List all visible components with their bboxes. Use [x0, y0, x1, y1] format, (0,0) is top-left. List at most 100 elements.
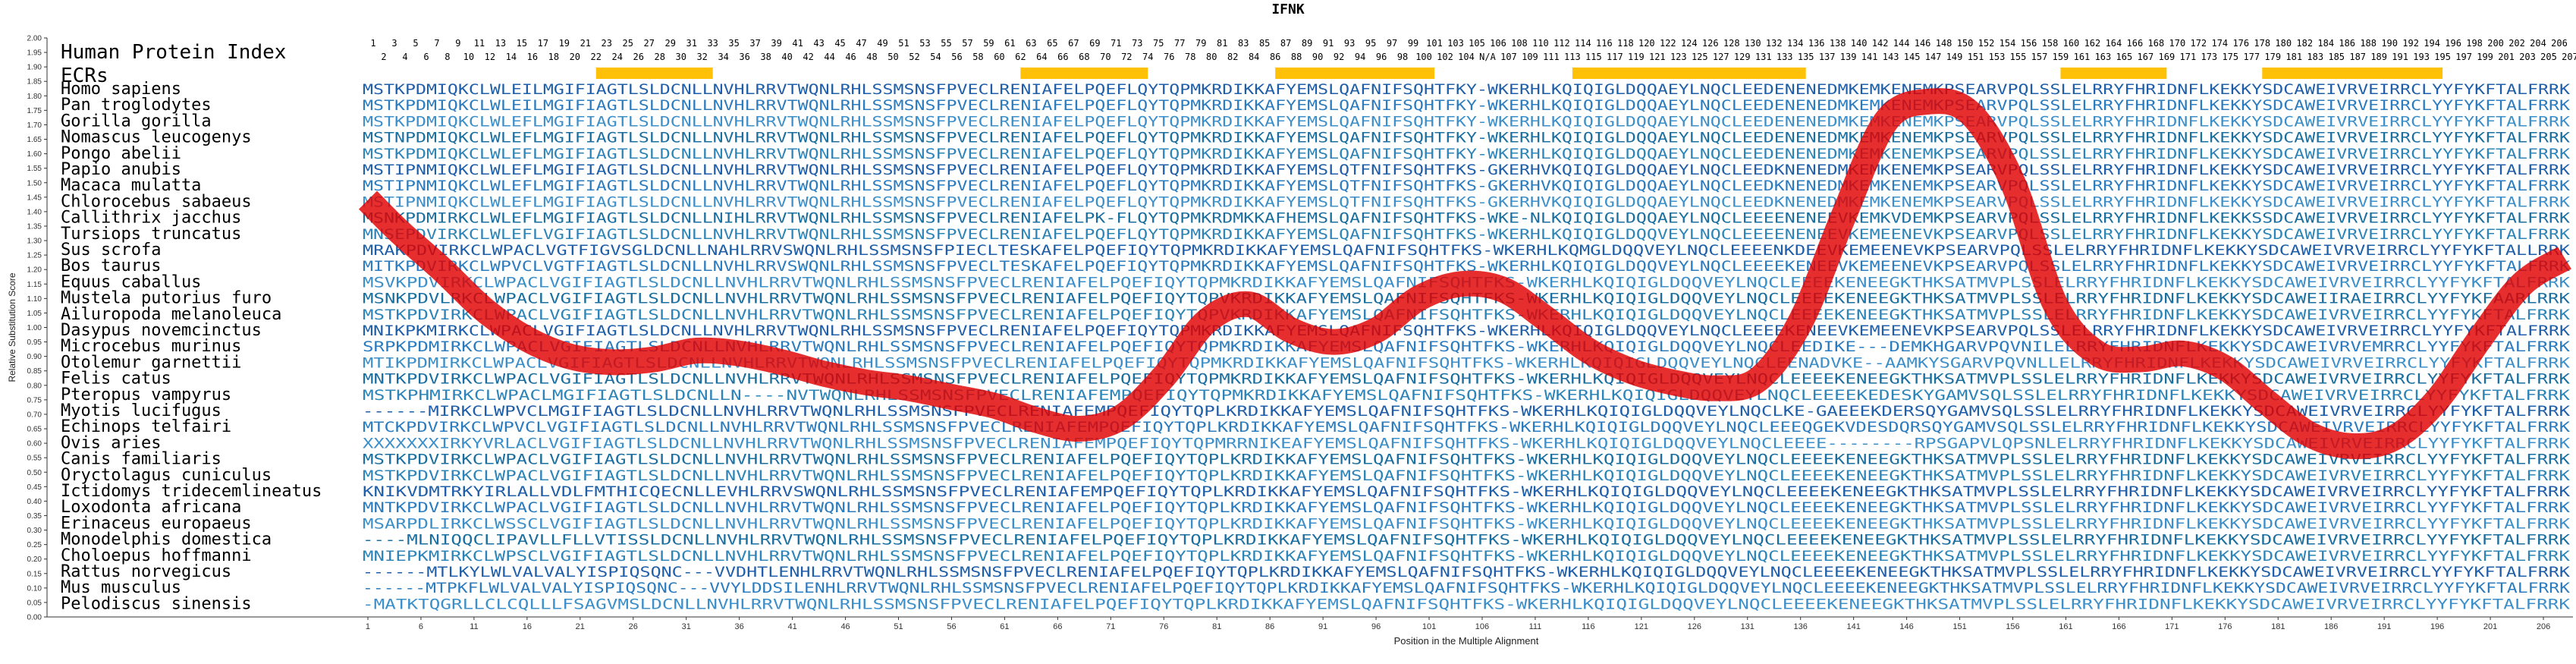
protein-index-top: 206	[2551, 38, 2568, 49]
data-point	[366, 199, 369, 202]
alignment-row: MSNKPDVLRKCLWPACLVGIFIAGTLSLDCNLLNVHLRRV…	[363, 291, 2571, 307]
species-label: Dasypus novemcinctus	[61, 321, 262, 340]
alignment-row: ------MTPKFLWLVALVALYISPIQSQNC---VVYLDDS…	[363, 580, 2571, 596]
data-point	[2393, 436, 2396, 439]
protein-index-top: 124	[1681, 38, 1698, 49]
x-tick-label: 71	[1106, 622, 1115, 631]
protein-index-top: 49	[877, 38, 887, 49]
protein-index-bottom: 54	[930, 52, 941, 62]
protein-index-top: 7	[434, 38, 439, 49]
x-tick-label: 1	[366, 622, 370, 631]
alignment-row: MSTNPDMIQKCLWLEFLMGIFIAGTLSLDCNLLNVHLRRV…	[363, 130, 2571, 146]
species-label: Ailuropoda melanoleuca	[61, 305, 281, 324]
y-tick-label: 1.05	[27, 310, 42, 318]
protein-index-top: 17	[538, 38, 548, 49]
alignment-row: KNIKVDMTRKYIRLALLVDLFMTHICQECNLLEVHLRRVS…	[363, 483, 2571, 500]
protein-index-bottom: 66	[1057, 52, 1068, 62]
y-tick-label: 0.90	[27, 353, 42, 361]
protein-index-bottom: 155	[2010, 52, 2027, 62]
protein-index-bottom: 14	[506, 52, 517, 62]
species-label: Gorilla gorilla	[61, 112, 212, 131]
data-point	[908, 387, 911, 390]
x-tick-label: 96	[1371, 622, 1381, 631]
protein-index-top: 79	[1195, 38, 1206, 49]
protein-index-bottom: 72	[1121, 52, 1132, 62]
x-tick-label: 156	[2006, 622, 2019, 631]
substitution-score-series	[358, 88, 2571, 460]
data-point	[696, 349, 699, 352]
data-point	[1035, 419, 1038, 422]
protein-index-top: 132	[1766, 38, 1783, 49]
protein-index-top: 91	[1323, 38, 1334, 49]
alignment-row: MSTKPDMIQKCLWLEILMGIFIAGTLSLDCNLLNVHLRRV…	[363, 81, 2571, 98]
data-point	[398, 231, 401, 234]
protein-index-top: 41	[792, 38, 803, 49]
species-label: Sus scrofa	[61, 241, 161, 260]
protein-index-bottom: 46	[845, 52, 856, 62]
protein-index-top: 101	[1426, 38, 1443, 49]
x-tick-label: 191	[2377, 622, 2391, 631]
protein-index-bottom: 60	[994, 52, 1004, 62]
data-point	[2563, 256, 2566, 260]
protein-index-bottom: 22	[591, 52, 602, 62]
species-label: Homo sapiens	[61, 80, 181, 99]
species-label: Oryctolagus cuniculus	[61, 466, 272, 485]
protein-index-top: 160	[2063, 38, 2080, 49]
species-label: Ovis aries	[61, 433, 161, 452]
data-point	[1502, 288, 1505, 291]
species-label: Papio anubis	[61, 160, 181, 179]
data-point	[2521, 282, 2524, 285]
species-label: Ictidomys tridecemlineatus	[61, 482, 322, 501]
data-point	[2266, 401, 2269, 404]
protein-index-bottom: 169	[2159, 52, 2175, 62]
protein-index-bottom: 207	[2562, 52, 2576, 62]
protein-index-top: 148	[1936, 38, 1952, 49]
protein-index-bottom: 157	[2031, 52, 2048, 62]
species-label: Pteropus vampyrus	[61, 385, 231, 404]
data-point	[1544, 317, 1547, 320]
protein-index-bottom: 123	[1670, 52, 1687, 62]
protein-index-bottom: 48	[866, 52, 877, 62]
substitution-score-line	[358, 88, 2571, 460]
protein-index-bottom: 143	[1883, 52, 1899, 62]
protein-index-top: 43	[813, 38, 824, 49]
protein-index-top: 59	[983, 38, 994, 49]
data-point	[1969, 112, 1972, 115]
protein-index-bottom: 133	[1776, 52, 1793, 62]
protein-index-bottom: N/A	[1479, 52, 1496, 62]
alignment-row: MSARPDLIRKCLWSSCLVGIFIAGTLSLDCNLLNVHLRRV…	[363, 515, 2571, 532]
alignment-row: MSTKPDMIQKCLWLEFLMGIFIAGTLSLDCNLLNVHLRRV…	[363, 113, 2571, 130]
protein-index-top: 142	[1872, 38, 1889, 49]
protein-index-bottom: 165	[2116, 52, 2133, 62]
data-point	[1799, 320, 1802, 323]
data-point	[2138, 357, 2141, 360]
protein-index-top: 134	[1787, 38, 1804, 49]
protein-index-bottom: 4	[402, 52, 407, 62]
x-tick-label: 66	[1053, 622, 1062, 631]
protein-index-bottom: 193	[2413, 52, 2430, 62]
x-tick-label: 171	[2165, 622, 2179, 631]
protein-index-top: 106	[1490, 38, 1506, 49]
x-tick-label: 26	[629, 622, 638, 631]
species-label: Echinops telfairi	[61, 417, 231, 436]
alignment-row: MSTKPDMIQKCLWLEILMGIFIAGTLSLDCNLLNVHLRRV…	[363, 97, 2571, 114]
protein-index-top: 154	[2000, 38, 2016, 49]
species-label: Mustela putorius furo	[61, 289, 272, 308]
x-tick-label: 91	[1318, 622, 1327, 631]
protein-index-bottom: 179	[2264, 52, 2281, 62]
data-point	[1332, 341, 1335, 344]
species-label: Nomascus leucogenys	[61, 128, 252, 147]
protein-index-bottom: 104	[1458, 52, 1475, 62]
protein-index-bottom: 90	[1312, 52, 1323, 62]
x-tick-label: 51	[894, 622, 903, 631]
protein-index-bottom: 34	[718, 52, 728, 62]
y-tick-label: 1.95	[27, 49, 42, 58]
protein-index-bottom: 131	[1755, 52, 1772, 62]
data-point	[1459, 282, 1462, 285]
x-tick-label: 126	[1688, 622, 1701, 631]
protein-index-bottom: 135	[1798, 52, 1814, 62]
y-axis-label: Relative Substitution Score	[7, 272, 17, 382]
protein-index-top: 61	[1004, 38, 1015, 49]
data-point	[611, 360, 614, 363]
protein-index-top: 112	[1553, 38, 1570, 49]
